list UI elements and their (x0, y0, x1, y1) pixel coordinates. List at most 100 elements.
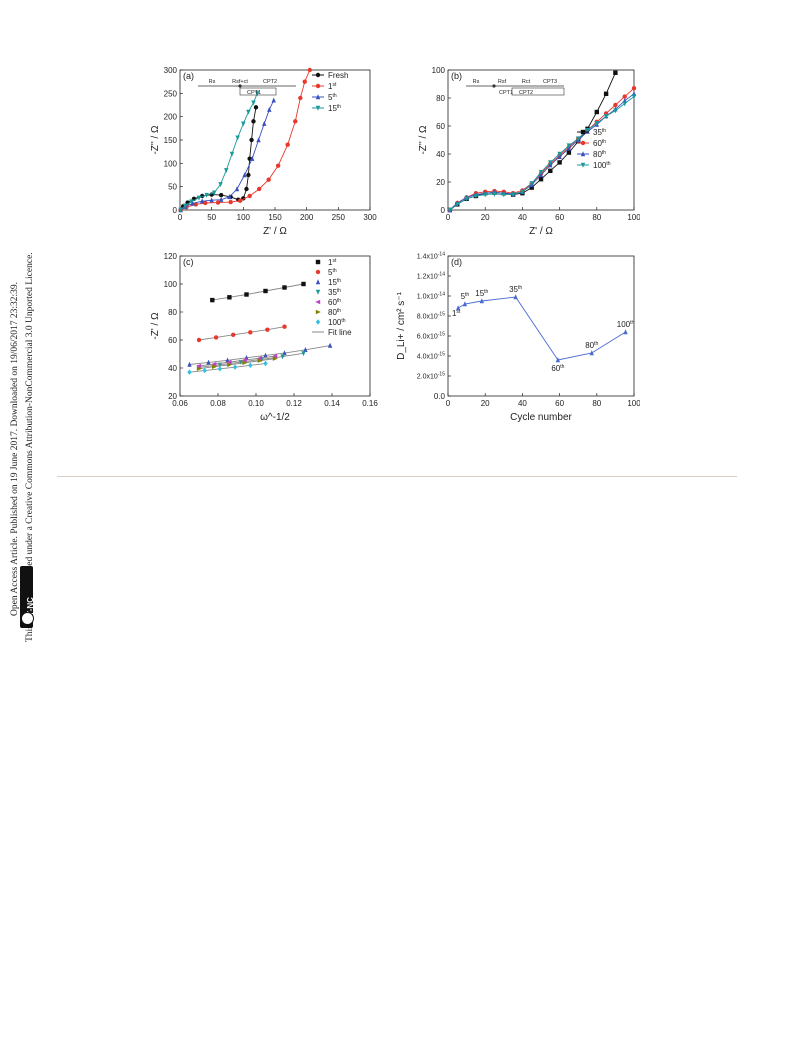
x-tick-label: 0.14 (324, 399, 340, 408)
y-axis-label: -Z'' / Ω (150, 125, 161, 155)
data-point (196, 337, 202, 343)
data-point (248, 330, 253, 335)
data-point (196, 195, 202, 201)
circuit-diagram (466, 84, 565, 96)
y-tick-label: 0 (173, 206, 178, 215)
x-axis-label: Z' / Ω (263, 226, 287, 237)
legend-marker (315, 94, 321, 100)
data-point (510, 192, 516, 198)
data-point (272, 353, 278, 359)
x-axis-label: Cycle number (510, 412, 572, 423)
data-point (256, 137, 261, 143)
data-point (247, 193, 252, 199)
y-tick-label: 80 (168, 308, 177, 317)
legend-marker (580, 129, 586, 135)
data-point (455, 305, 461, 311)
data-point (479, 298, 485, 304)
data-point (228, 199, 233, 205)
series-line-15th (189, 345, 331, 365)
circuit-branch (511, 87, 565, 96)
data-point (538, 170, 544, 175)
y-tick-label: 250 (164, 89, 178, 98)
open-access-notice: Open Access Article. Published on 19 Jun… (10, 281, 20, 616)
circuit-diagram (198, 84, 296, 96)
data-point (293, 119, 298, 124)
data-point (189, 199, 194, 205)
data-point (242, 172, 247, 178)
y-tick-label: 4.0x10-15 (417, 352, 445, 361)
data-point (212, 190, 217, 196)
data-point (187, 369, 192, 375)
y-axis-label: -Z' / Ω (150, 312, 161, 340)
data-point (594, 109, 599, 115)
x-axis-label: ω^-1/2 (260, 412, 290, 423)
y-axis-label: -Z'' / Ω (418, 125, 429, 155)
legend-label: Fit line (328, 328, 352, 337)
x-tick-label: 0.06 (172, 399, 188, 408)
data-point (204, 192, 209, 198)
legend-marker (315, 299, 321, 305)
y-tick-label: 200 (164, 113, 178, 122)
legend-label: 35th (593, 128, 606, 137)
x-tick-label: 0 (178, 213, 183, 222)
legend-marker (315, 279, 321, 285)
panel-d (447, 255, 635, 397)
legend-label: 100th (593, 161, 611, 170)
data-point (576, 136, 581, 142)
data-point (271, 97, 276, 103)
data-point (272, 356, 278, 361)
point-label: 100th (617, 320, 635, 329)
data-point (613, 70, 618, 75)
series-line-1st (180, 69, 311, 211)
y-tick-label: 1.0x10-14 (417, 292, 445, 301)
x-tick-label: 20 (481, 399, 490, 408)
circuit-label: CPT2 (519, 90, 533, 96)
data-point (231, 332, 236, 338)
y-tick-label: 40 (436, 150, 445, 159)
legend-marker (580, 151, 586, 157)
series-line-60th (198, 355, 276, 367)
data-point (327, 342, 333, 348)
data-point (256, 186, 262, 192)
x-tick-label: 0.08 (210, 399, 226, 408)
data-point (513, 294, 518, 300)
data-point (262, 120, 267, 126)
data-point (302, 79, 307, 84)
x-axis-label: Z' / Ω (529, 226, 553, 237)
panel-label: (c) (183, 257, 194, 267)
data-point (603, 114, 609, 119)
data-point (301, 351, 306, 357)
legend-marker (315, 105, 321, 111)
data-point (227, 362, 233, 367)
y-tick-label: 60 (168, 336, 177, 345)
data-point (557, 160, 562, 165)
data-point (447, 207, 453, 213)
panel-a (178, 67, 371, 213)
data-point (455, 202, 460, 208)
y-axis-label: D_Li+ / cm² s⁻¹ (396, 291, 407, 359)
y-tick-label: 50 (168, 183, 177, 192)
legend-label: 15th (328, 104, 341, 113)
data-point (282, 285, 287, 290)
data-point (622, 94, 627, 99)
data-point (263, 352, 268, 358)
x-tick-label: 40 (518, 399, 527, 408)
data-point (218, 182, 223, 188)
data-point (492, 191, 497, 197)
legend-label: 35th (328, 288, 341, 297)
data-point (623, 329, 628, 335)
legend-label: 15th (328, 278, 341, 287)
point-label: 80th (585, 341, 598, 350)
point-label: 1st (452, 309, 461, 318)
circuit-label: CPT1 (247, 90, 261, 96)
x-tick-label: 0 (446, 399, 451, 408)
data-point (631, 86, 637, 91)
data-point (483, 192, 488, 198)
legend-label: 5th (328, 268, 337, 277)
series-line-100th (189, 363, 266, 373)
point-label: 60th (551, 364, 564, 373)
circuit-node (238, 84, 242, 88)
data-point (226, 359, 232, 365)
x-tick-label: 250 (332, 213, 346, 222)
data-point (246, 172, 251, 178)
